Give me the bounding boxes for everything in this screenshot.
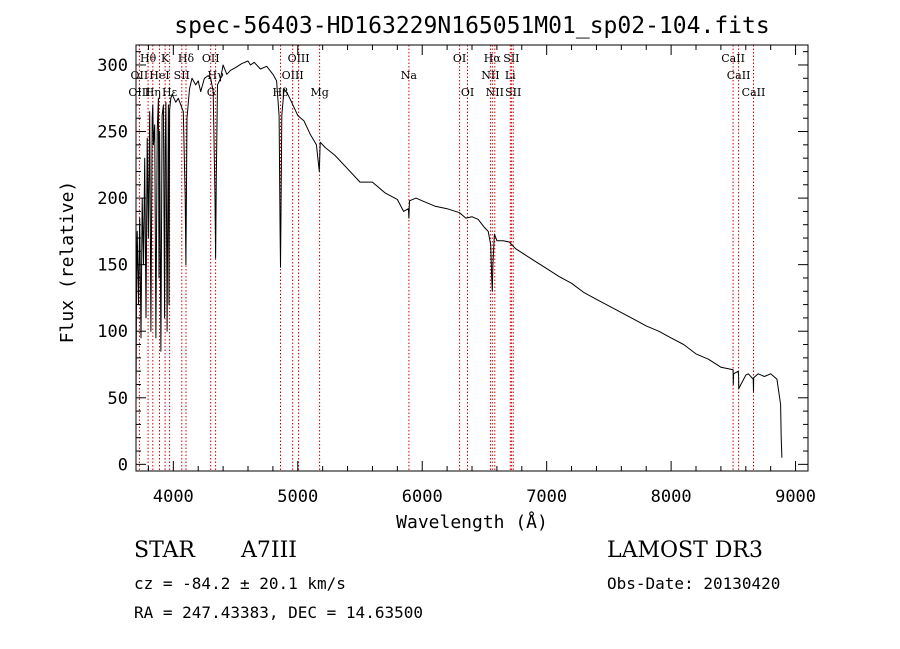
- line-label: SII: [505, 86, 521, 99]
- line-label: Na: [401, 69, 418, 82]
- line-label: OIII: [128, 86, 150, 99]
- line-label: OIII: [288, 52, 310, 65]
- line-label: SII: [174, 69, 190, 82]
- line-label: CaII: [721, 52, 745, 65]
- line-label: K: [161, 52, 170, 65]
- survey-name: LAMOST DR3: [607, 538, 763, 563]
- line-label: SII: [503, 52, 519, 65]
- coordinates: RA = 247.43383, DEC = 14.63500: [134, 603, 423, 622]
- y-tick-label: 0: [118, 455, 128, 475]
- line-label: Hθ: [140, 52, 157, 65]
- y-axis-label: Flux (relative): [57, 181, 78, 344]
- line-label: OII: [131, 69, 149, 82]
- line-label: Mg: [310, 86, 328, 99]
- line-label: Li: [505, 69, 516, 82]
- y-tick-label: 100: [97, 322, 128, 342]
- y-tick-label: 200: [97, 189, 128, 209]
- observation-date: Obs-Date: 20130420: [607, 574, 781, 593]
- line-label: Hα: [484, 52, 502, 65]
- x-tick-label: 5000: [277, 487, 318, 507]
- x-tick-label: 9000: [775, 487, 816, 507]
- x-tick-label: 4000: [153, 487, 194, 507]
- spectrum-line: [135, 60, 783, 458]
- object-subclass: A7III: [241, 538, 297, 563]
- line-label: OIII: [282, 69, 304, 82]
- x-axis: 4000 5000 6000 7000 8000 9000: [147, 45, 816, 507]
- line-label: CaII: [727, 69, 751, 82]
- x-tick-label: 7000: [526, 487, 567, 507]
- x-tick-label: 8000: [651, 487, 692, 507]
- emission-line-markers: [138, 45, 754, 471]
- line-label: Hδ: [178, 52, 195, 65]
- redshift-velocity: cz = -84.2 ± 20.1 km/s: [134, 574, 346, 593]
- line-label: OI: [461, 86, 474, 99]
- y-tick-label: 300: [97, 56, 128, 76]
- line-label: NII: [486, 86, 504, 99]
- line-label: G: [207, 86, 216, 99]
- line-label: HeI: [149, 69, 169, 82]
- line-label: OI: [453, 52, 466, 65]
- object-class: STAR: [134, 538, 195, 563]
- plot-frame: [135, 44, 809, 472]
- y-axis: 0 50 100 150 200 250 300: [97, 51, 808, 475]
- line-label: CaII: [742, 86, 766, 99]
- line-label: Hη: [145, 86, 161, 99]
- x-tick-label: 6000: [402, 487, 443, 507]
- chart-title: spec-56403-HD163229N165051M01_sp02-104.f…: [174, 13, 769, 39]
- line-label: Hε: [162, 86, 178, 99]
- y-tick-label: 150: [97, 256, 128, 276]
- x-axis-label: Wavelength (Å): [396, 511, 548, 533]
- y-tick-label: 50: [108, 389, 128, 409]
- line-label: OII: [202, 52, 220, 65]
- y-tick-label: 250: [97, 123, 128, 143]
- line-label: NII: [481, 69, 499, 82]
